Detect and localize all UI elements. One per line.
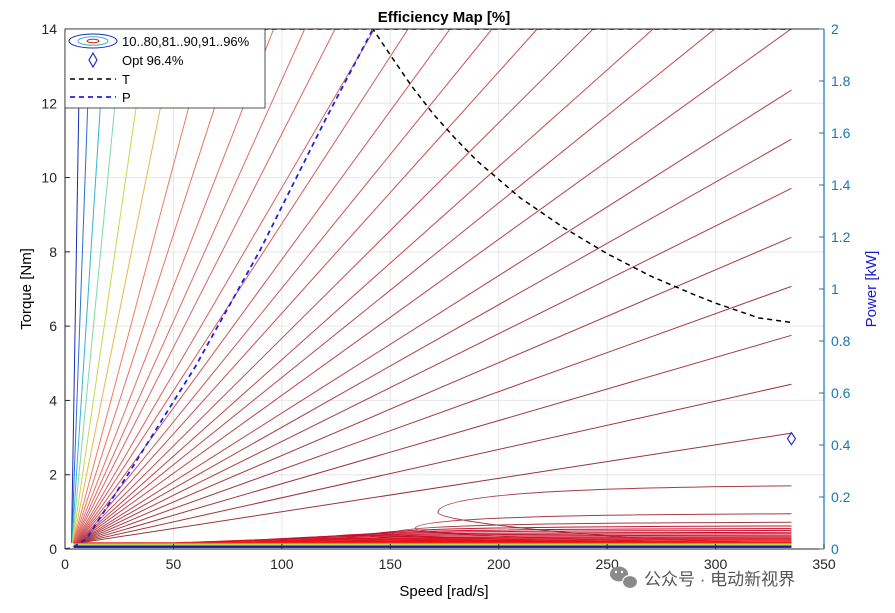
y-tick-label: 0 [49, 541, 57, 557]
efficiency-contour-line [73, 29, 275, 544]
right-y-tick-label: 0.2 [831, 489, 851, 505]
right-y-tick-label: 0.8 [831, 333, 851, 349]
efficiency-contour-line [71, 29, 92, 544]
efficiency-contour-line [77, 334, 792, 544]
efficiency-contour-line [74, 29, 451, 544]
right-y-tick-label: 1 [831, 281, 839, 297]
efficiency-contour-line [74, 29, 409, 544]
legend-opt-marker-icon [88, 51, 98, 69]
x-tick-label: 300 [704, 556, 728, 572]
efficiency-contour-line [75, 29, 654, 544]
efficiency-contour-line [76, 89, 792, 544]
right-y-tick-label: 0.4 [831, 437, 851, 453]
legend-contour-icon [68, 33, 118, 49]
efficiency-contour-line [71, 29, 81, 544]
y-tick-label: 12 [41, 95, 57, 111]
efficiency-contour-line [77, 187, 792, 544]
x-axis-label: Speed [rad/s] [399, 583, 488, 600]
plot-area [65, 29, 824, 549]
efficiency-contour-line [71, 29, 106, 544]
y-axis-ticks: 0 2 4 6 8 10 12 14 [41, 21, 70, 557]
efficiency-contour-line [72, 29, 149, 544]
y-tick-label: 14 [41, 21, 57, 37]
right-y-axis-label: Power [kW] [863, 251, 880, 328]
legend-p-label: P [122, 90, 131, 105]
legend: 10..80,81..90,91..96% Opt 96.4% T P [64, 28, 266, 109]
x-axis-ticks: 0 50 100 150 200 250 300 350 [61, 544, 836, 572]
y-axis-label: Torque [Nm] [18, 248, 35, 330]
x-tick-label: 0 [61, 556, 69, 572]
right-y-tick-label: 2 [831, 21, 839, 37]
legend-t-label: T [122, 72, 130, 87]
max-power-curve-p [65, 29, 792, 549]
efficiency-contour-line [76, 29, 792, 544]
x-tick-label: 100 [270, 556, 294, 572]
max-torque-curve-t [65, 29, 792, 324]
y-tick-label: 10 [41, 170, 57, 186]
efficiency-contour-line [75, 29, 594, 544]
right-y-tick-label: 1.8 [831, 73, 851, 89]
y-tick-label: 8 [49, 244, 57, 260]
efficiency-contour-line [73, 29, 375, 544]
efficiency-contour-line [75, 29, 538, 544]
y-tick-label: 2 [49, 467, 57, 483]
efficiency-contour-line [72, 29, 210, 544]
efficiency-contour-line [78, 432, 792, 544]
efficiency-contour-line [76, 138, 792, 544]
low-torque-contour-band [73, 542, 792, 548]
x-tick-label: 200 [487, 556, 511, 572]
x-tick-label: 50 [166, 556, 182, 572]
x-tick-label: 250 [595, 556, 619, 572]
efficiency-contour-line [73, 29, 336, 544]
efficiency-contour-line [77, 285, 792, 544]
efficiency-contour-line [74, 29, 493, 544]
right-y-tick-label: 1.2 [831, 229, 851, 245]
right-y-tick-label: 0.6 [831, 385, 851, 401]
legend-contour-label: 10..80,81..90,91..96% [122, 34, 250, 49]
y-tick-label: 6 [49, 318, 57, 334]
efficiency-contour-line [75, 29, 716, 544]
right-y-tick-label: 1.4 [831, 177, 851, 193]
right-y-tick-label: 1.6 [831, 125, 851, 141]
efficiency-contour-line [72, 29, 241, 544]
efficiency-contours [71, 29, 792, 547]
wechat-icon [610, 566, 639, 590]
legend-opt-label: Opt 96.4% [122, 53, 184, 68]
right-y-axis-ticks: 0 0.2 0.4 0.6 0.8 1 1.2 1.4 1.6 1.8 2 [819, 21, 851, 557]
efficiency-contour-line [71, 29, 123, 544]
efficiency-contour-line [73, 29, 306, 544]
efficiency-contour-line [78, 383, 792, 544]
chart-title: Efficiency Map [%] [378, 9, 511, 26]
y-tick-label: 4 [49, 392, 57, 408]
right-y-tick-label: 0 [831, 541, 839, 557]
watermark-text: 公众号 · 电动新视界 [644, 570, 795, 589]
efficiency-contour-line [77, 236, 792, 544]
optimum-point-marker [786, 431, 797, 446]
efficiency-contour-line [72, 29, 177, 544]
x-tick-label: 350 [812, 556, 836, 572]
watermark: 公众号 · 电动新视界 [610, 566, 795, 590]
x-tick-label: 150 [379, 556, 403, 572]
